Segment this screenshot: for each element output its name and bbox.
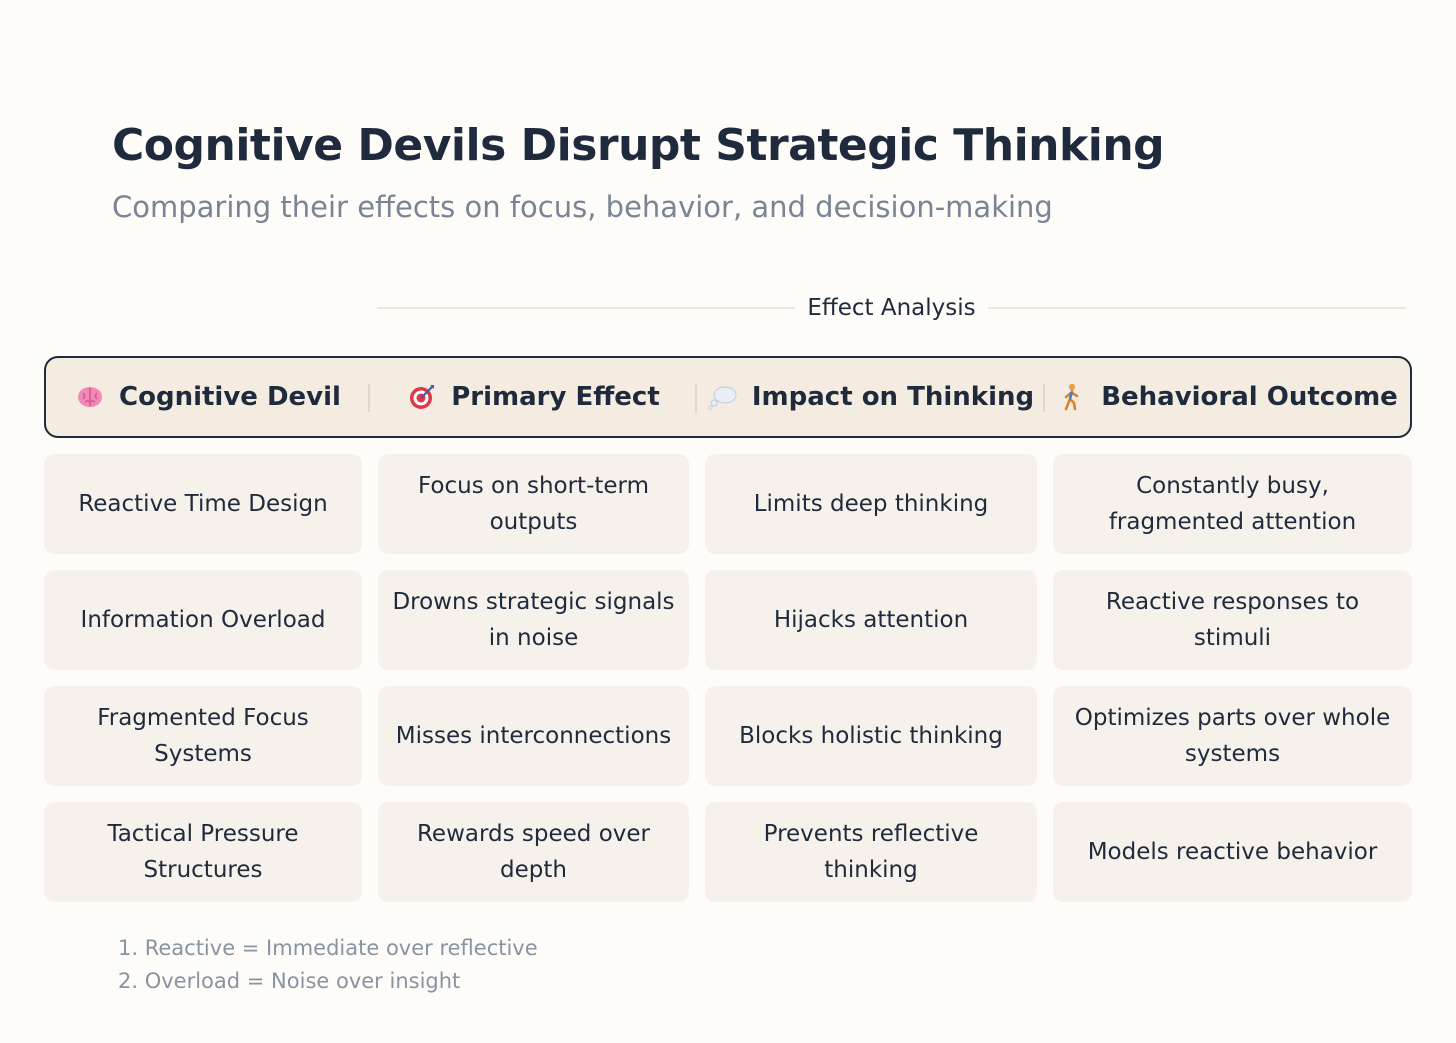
target-icon [407,382,437,412]
header-label: Behavioral Outcome [1101,382,1398,412]
cell-behavioral-outcome: Models reactive behavior [1053,802,1412,902]
header-impact-on-thinking: Impact on Thinking [697,358,1045,436]
cell-impact-on-thinking: Limits deep thinking [705,454,1037,554]
cell-behavioral-outcome: Optimizes parts over whole systems [1053,686,1412,786]
cell-primary-effect: Drowns strategic signals in noise [378,570,689,670]
cell-cognitive-devil: Fragmented Focus Systems [44,686,362,786]
header-behavioral-outcome: Behavioral Outcome [1045,358,1410,436]
header-primary-effect: Primary Effect [370,358,697,436]
footnotes: 1. Reactive = Immediate over reflective … [118,932,538,998]
cell-primary-effect: Focus on short-term outputs [378,454,689,554]
page-subtitle: Comparing their effects on focus, behavi… [112,190,1053,224]
page-title: Cognitive Devils Disrupt Strategic Think… [112,120,1165,171]
table-row: Reactive Time Design Focus on short-term… [44,454,1412,554]
divider-right [987,307,1406,309]
thought-bubble-icon [708,382,738,412]
header-cognitive-devil: Cognitive Devil [46,358,370,436]
cell-behavioral-outcome: Reactive responses to stimuli [1053,570,1412,670]
cell-impact-on-thinking: Prevents reflective thinking [705,802,1037,902]
cell-impact-on-thinking: Blocks holistic thinking [705,686,1037,786]
brain-icon [75,382,105,412]
section-label-text: Effect Analysis [807,295,976,321]
header-label: Primary Effect [451,382,660,412]
header-label: Impact on Thinking [751,382,1035,412]
cell-primary-effect: Rewards speed over depth [378,802,689,902]
cell-behavioral-outcome: Constantly busy, fragmented attention [1053,454,1412,554]
section-label: Effect Analysis [377,290,1406,326]
cell-cognitive-devil: Reactive Time Design [44,454,362,554]
person-walking-icon [1057,382,1087,412]
cell-cognitive-devil: Tactical Pressure Structures [44,802,362,902]
footnote: 1. Reactive = Immediate over reflective [118,936,538,960]
table-row: Fragmented Focus Systems Misses intercon… [44,686,1412,786]
cell-impact-on-thinking: Hijacks attention [705,570,1037,670]
table-header: Cognitive Devil Primary Effect [44,356,1412,438]
cell-cognitive-devil: Information Overload [44,570,362,670]
header-label: Cognitive Devil [119,382,341,412]
cell-primary-effect: Misses interconnections [378,686,689,786]
footnote: 2. Overload = Noise over insight [118,969,461,993]
table-row: Tactical Pressure Structures Rewards spe… [44,802,1412,902]
divider-left [377,307,796,309]
table-row: Information Overload Drowns strategic si… [44,570,1412,670]
